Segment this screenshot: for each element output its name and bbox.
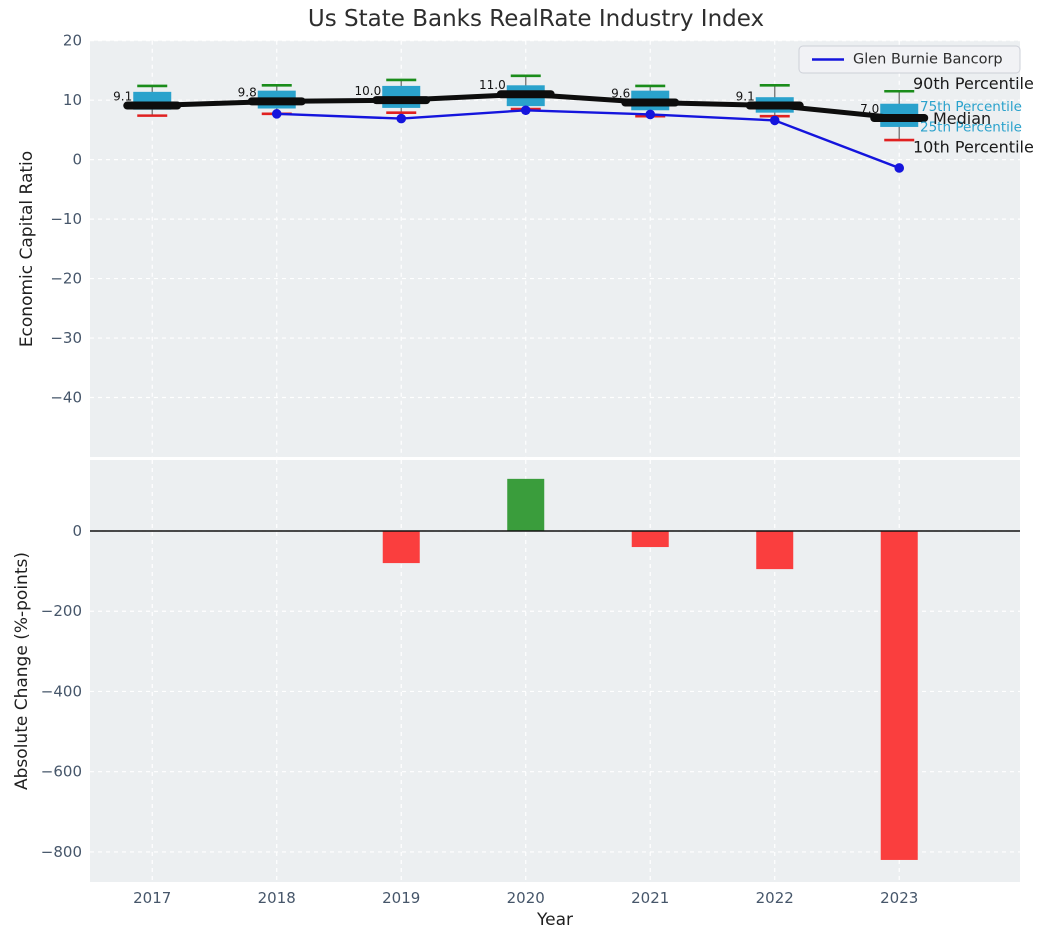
change-bar [631, 531, 669, 548]
change-bar [507, 478, 545, 532]
x-tick-label: 2022 [756, 889, 794, 907]
median-value-label: 11.0 [479, 78, 506, 92]
top-y-tick-label: −30 [50, 329, 82, 347]
median-value-label: 9.1 [736, 90, 755, 104]
bottom-y-tick-label: −200 [41, 602, 82, 620]
percentile-annotation-p25: 25th Percentile [920, 119, 1022, 135]
company-line [276, 109, 900, 170]
company-marker [396, 113, 407, 124]
top-axes: 20 10 0 −10 −20 −30 −40 9.1 9.8 10.0 11.0 9.6 9.1 7.0… [50, 32, 1034, 457]
x-tick-label: 2019 [382, 889, 420, 907]
top-y-axis-label: Economic Capital Ratio [17, 150, 37, 348]
change-bar [756, 531, 794, 570]
x-tick-label: 2018 [258, 889, 296, 907]
x-axis-label: Year [537, 910, 573, 930]
percentile-annotation-p75: 75th Percentile [920, 99, 1022, 115]
median-value-label: 9.8 [238, 85, 257, 99]
top-y-tick-label: −20 [50, 270, 82, 288]
median-value-label: 10.0 [355, 84, 382, 98]
company-marker [520, 105, 531, 116]
bottom-y-tick-label: −400 [41, 682, 82, 700]
top-y-tick-label: 20 [63, 32, 82, 50]
bottom-axes: 0 −200 −400 −600 −800 2017 2018 2019 2020 2021 202… [41, 460, 1020, 907]
top-y-tick-label: 0 [72, 151, 82, 169]
percentile-annotation-p90: 90th Percentile [913, 74, 1034, 93]
x-tick-label: 2020 [507, 889, 545, 907]
bottom-y-tick-label: −600 [41, 763, 82, 781]
legend: Glen Burnie Bancorp [798, 45, 1021, 74]
change-bar [880, 531, 918, 860]
x-tick-label: 2021 [631, 889, 669, 907]
company-marker [894, 163, 905, 173]
change-bar [382, 531, 420, 564]
median-value-label: 9.6 [611, 87, 630, 101]
bottom-y-tick-label: 0 [72, 522, 82, 540]
median-value-label: 9.1 [113, 90, 132, 104]
top-y-tick-label: −10 [50, 210, 82, 228]
median-value-label: 7.0 [860, 102, 879, 116]
percentile-annotation-p10: 10th Percentile [913, 138, 1034, 157]
chart-title: Us State Banks RealRate Industry Index [307, 6, 765, 32]
company-marker [645, 109, 656, 120]
top-y-tick-label: −40 [50, 389, 82, 407]
company-marker [769, 115, 780, 126]
company-marker [271, 109, 282, 119]
legend-box [798, 45, 1021, 74]
bottom-y-tick-label: −800 [41, 843, 82, 861]
bottom-y-axis-label: Absolute Change (%-points) [12, 552, 32, 790]
x-tick-label: 2023 [880, 889, 918, 907]
top-y-tick-label: 10 [63, 91, 82, 109]
legend-label: Glen Burnie Bancorp [853, 52, 1003, 68]
percentile-annotation-median: Median [933, 109, 991, 128]
x-tick-label: 2017 [133, 889, 171, 907]
bottom-axes-background [90, 460, 1020, 882]
